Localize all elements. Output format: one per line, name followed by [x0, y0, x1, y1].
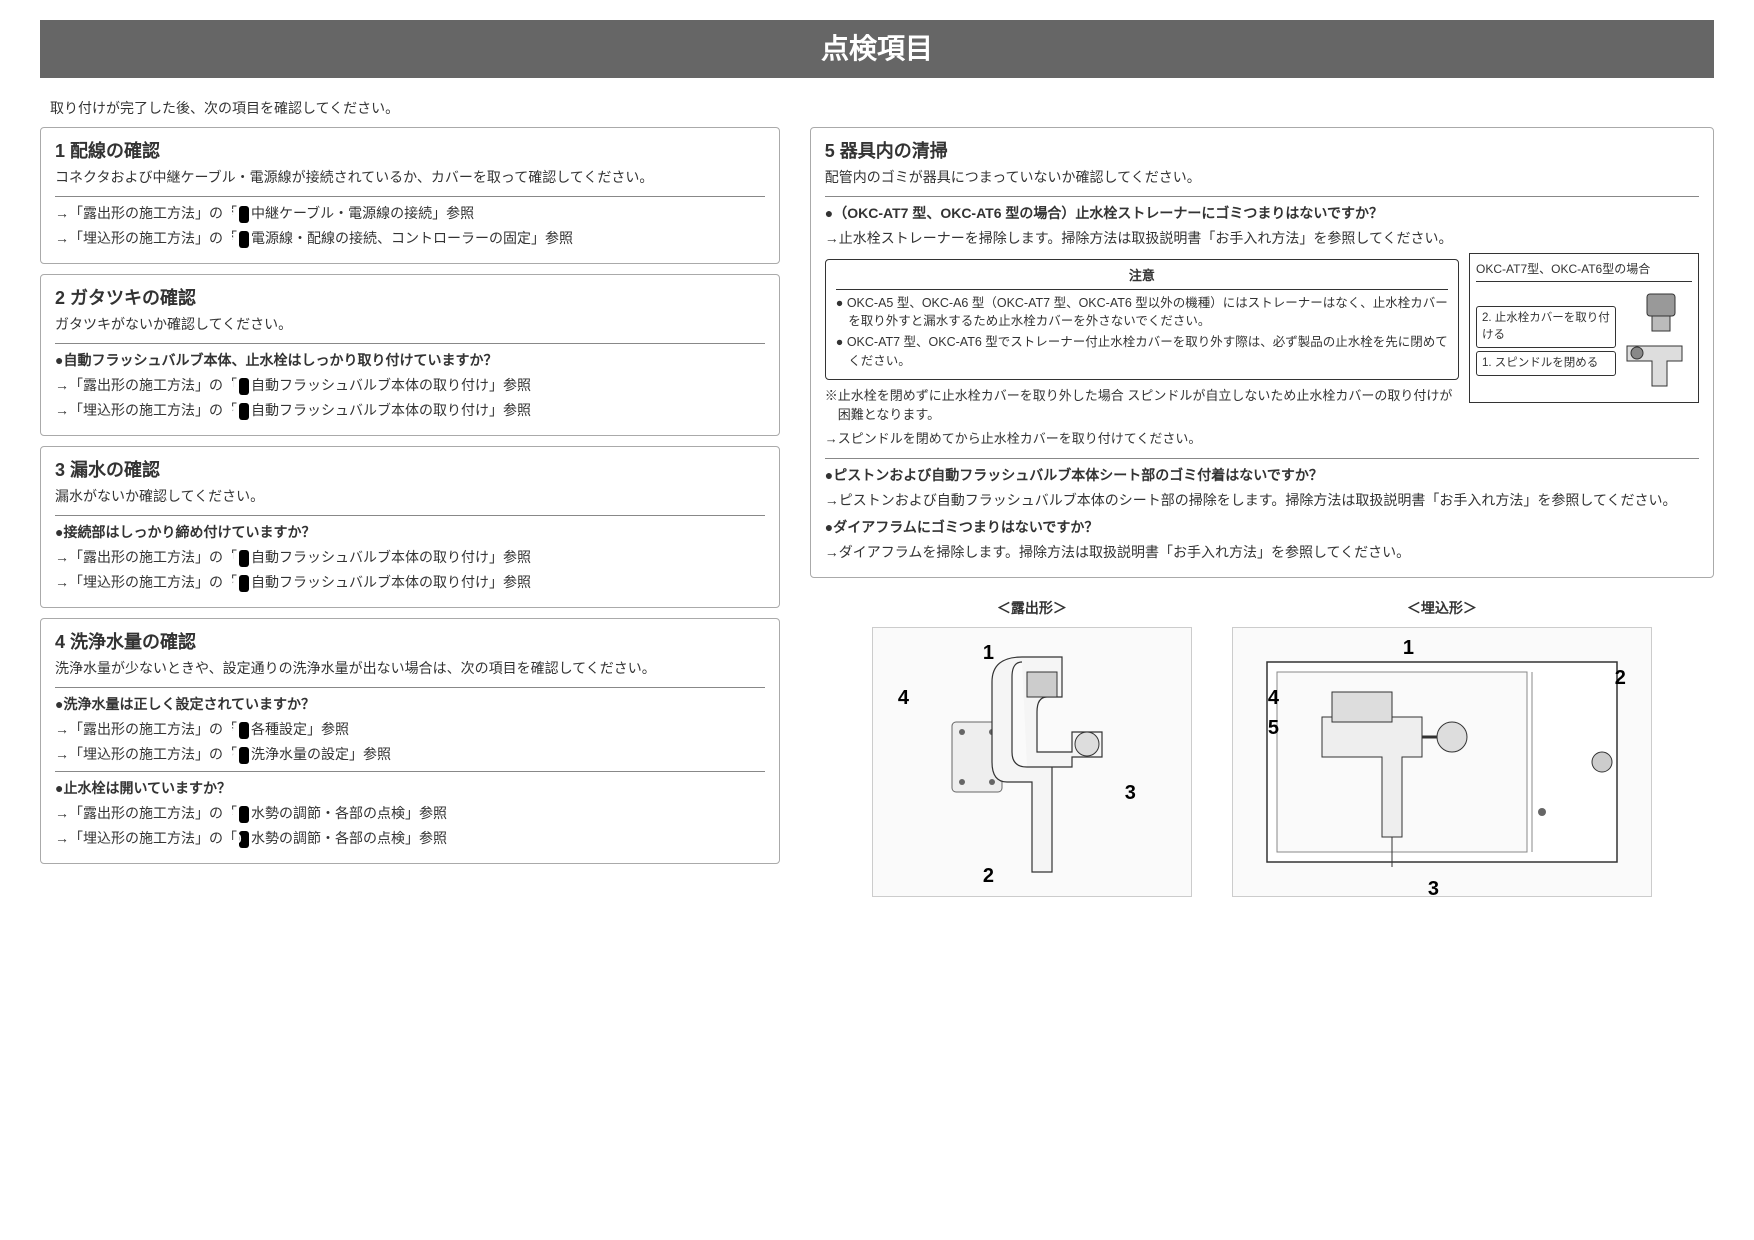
callout-number: 2 [1615, 663, 1626, 693]
callout-number: 5 [1268, 713, 1279, 743]
check-item: ●止水栓は開いていますか？ [55, 778, 765, 799]
ref-link: →「露出形の施工方法」の「6各種設定」参照 [55, 719, 765, 740]
instruction: →ピストンおよび自動フラッシュバルブ本体のシート部の掃除をします。掃除方法は取扱… [825, 490, 1699, 511]
callout-number: 4 [1268, 683, 1279, 713]
section-3-heading: 3 漏水の確認 [55, 457, 765, 484]
embedded-valve-icon [1242, 637, 1642, 887]
caution-item: ● OKC-AT7 型、OKC-AT6 型でストレーナー付止水栓カバーを取り外す… [836, 333, 1448, 371]
section-4: 4 洗浄水量の確認 洗浄水量が少ないときや、設定通りの洗浄水量が出ない場合は、次… [40, 618, 780, 864]
check-item: ●洗浄水量は正しく設定されていますか？ [55, 694, 765, 715]
right-column: 5 器具内の清掃 配管内のゴミが器具につまっていないか確認してください。 ●（O… [810, 127, 1714, 897]
callout-number: 4 [898, 683, 909, 713]
ref-link: →「埋込形の施工方法」の「5電源線・配線の接続、コントローラーの固定」参照 [55, 228, 765, 249]
step-number-icon: 10 [239, 831, 249, 848]
step-number-icon: 6 [239, 722, 249, 739]
diagram-illustration: 1 4 5 2 3 [1232, 627, 1652, 897]
section-1-lead: コネクタおよび中継ケーブル・電源線が接続されているか、カバーを取って確認してくだ… [55, 167, 765, 188]
step-number-icon: 5 [239, 231, 249, 248]
check-item: ●接続部はしっかり締め付けていますか？ [55, 522, 765, 543]
section-3: 3 漏水の確認 漏水がないか確認してください。 ●接続部はしっかり締め付けていま… [40, 446, 780, 608]
divider [55, 343, 765, 344]
section-2: 2 ガタツキの確認 ガタツキがないか確認してください。 ●自動フラッシュバルブ本… [40, 274, 780, 436]
figure-step: 1. スピンドルを閉める [1476, 351, 1616, 376]
ref-link: →「露出形の施工方法」の「4自動フラッシュバルブ本体の取り付け」参照 [55, 547, 765, 568]
step-number-icon: 8 [239, 747, 249, 764]
check-item: ●（OKC-AT7 型、OKC-AT6 型の場合）止水栓ストレーナーにゴミつまり… [825, 203, 1699, 224]
page-title: 点検項目 [40, 20, 1714, 78]
ref-link: →「埋込形の施工方法」の「3自動フラッシュバルブ本体の取り付け」参照 [55, 400, 765, 421]
callout-number: 2 [983, 861, 994, 891]
step-number-icon: 3 [239, 575, 249, 592]
exposed-valve-icon [932, 642, 1132, 882]
ref-link: →「露出形の施工方法」の「5中継ケーブル・電源線の接続」参照 [55, 203, 765, 224]
section-1: 1 配線の確認 コネクタおよび中継ケーブル・電源線が接続されているか、カバーを取… [40, 127, 780, 264]
step-number-icon: 4 [239, 378, 249, 395]
note: ※止水栓を閉めずに止水栓カバーを取り外した場合 スピンドルが自立しないため止水栓… [825, 386, 1459, 425]
divider [55, 687, 765, 688]
callout-number: 3 [1428, 874, 1439, 904]
diagram-title: ＜埋込形＞ [1232, 598, 1652, 619]
ref-link: →「埋込形の施工方法」の「3自動フラッシュバルブ本体の取り付け」参照 [55, 572, 765, 593]
check-item: ●ダイアフラムにゴミつまりはないですか？ [825, 517, 1699, 538]
valve-icon [1622, 286, 1692, 396]
check-item: ●自動フラッシュバルブ本体、止水栓はしっかり取り付けていますか？ [55, 350, 765, 371]
section-5-lead: 配管内のゴミが器具につまっていないか確認してください。 [825, 167, 1699, 188]
divider [55, 196, 765, 197]
ref-link: →「露出形の施工方法」の「9水勢の調節・各部の点検」参照 [55, 803, 765, 824]
intro-text: 取り付けが完了した後、次の項目を確認してください。 [50, 98, 1714, 119]
step-number-icon: 5 [239, 206, 249, 223]
step-number-icon: 4 [239, 550, 249, 567]
ref-link: →「埋込形の施工方法」の「8洗浄水量の設定」参照 [55, 744, 765, 765]
callout-number: 1 [1403, 633, 1414, 663]
caution-title: 注意 [836, 266, 1448, 290]
diagrams-row: ＜露出形＞ 1 4 3 2 ＜埋込形＞ [810, 598, 1714, 897]
diagram-exposed: ＜露出形＞ 1 4 3 2 [872, 598, 1192, 897]
section-2-lead: ガタツキがないか確認してください。 [55, 314, 765, 335]
divider [825, 196, 1699, 197]
instruction: →止水栓ストレーナーを掃除します。掃除方法は取扱説明書「お手入れ方法」を参照して… [825, 228, 1699, 249]
diagram-embedded: ＜埋込形＞ 1 4 [1232, 598, 1652, 897]
divider [55, 771, 765, 772]
section-5-heading: 5 器具内の清掃 [825, 138, 1699, 165]
section-1-heading: 1 配線の確認 [55, 138, 765, 165]
divider [55, 515, 765, 516]
caution-item: ● OKC-A5 型、OKC-A6 型（OKC-AT7 型、OKC-AT6 型以… [836, 294, 1448, 332]
diagram-illustration: 1 4 3 2 [872, 627, 1192, 897]
left-column: 1 配線の確認 コネクタおよび中継ケーブル・電源線が接続されているか、カバーを取… [40, 127, 780, 897]
callout-number: 3 [1125, 778, 1136, 808]
section-2-heading: 2 ガタツキの確認 [55, 285, 765, 312]
divider [825, 458, 1699, 459]
side-figure: OKC-AT7型、OKC-AT6型の場合 2. 止水栓カバーを取り付ける 1. … [1469, 253, 1699, 403]
caution-row: 注意 ● OKC-A5 型、OKC-A6 型（OKC-AT7 型、OKC-AT6… [825, 253, 1699, 452]
section-3-lead: 漏水がないか確認してください。 [55, 486, 765, 507]
side-figure-title: OKC-AT7型、OKC-AT6型の場合 [1476, 260, 1692, 282]
caution-box: 注意 ● OKC-A5 型、OKC-A6 型（OKC-AT7 型、OKC-AT6… [825, 259, 1459, 380]
diagram-title: ＜露出形＞ [872, 598, 1192, 619]
note: →スピンドルを閉めてから止水栓カバーを取り付けてください。 [825, 429, 1459, 449]
check-item: ●ピストンおよび自動フラッシュバルブ本体シート部のゴミ付着はないですか？ [825, 465, 1699, 486]
callout-number: 1 [983, 638, 994, 668]
instruction: →ダイアフラムを掃除します。掃除方法は取扱説明書「お手入れ方法」を参照してくださ… [825, 542, 1699, 563]
content-columns: 1 配線の確認 コネクタおよび中継ケーブル・電源線が接続されているか、カバーを取… [40, 127, 1714, 897]
section-4-heading: 4 洗浄水量の確認 [55, 629, 765, 656]
ref-link: →「埋込形の施工方法」の「10水勢の調節・各部の点検」参照 [55, 828, 765, 849]
step-number-icon: 3 [239, 403, 249, 420]
section-5: 5 器具内の清掃 配管内のゴミが器具につまっていないか確認してください。 ●（O… [810, 127, 1714, 578]
section-4-lead: 洗浄水量が少ないときや、設定通りの洗浄水量が出ない場合は、次の項目を確認してくだ… [55, 658, 765, 679]
ref-link: →「露出形の施工方法」の「4自動フラッシュバルブ本体の取り付け」参照 [55, 375, 765, 396]
step-number-icon: 9 [239, 806, 249, 823]
figure-step: 2. 止水栓カバーを取り付ける [1476, 306, 1616, 349]
